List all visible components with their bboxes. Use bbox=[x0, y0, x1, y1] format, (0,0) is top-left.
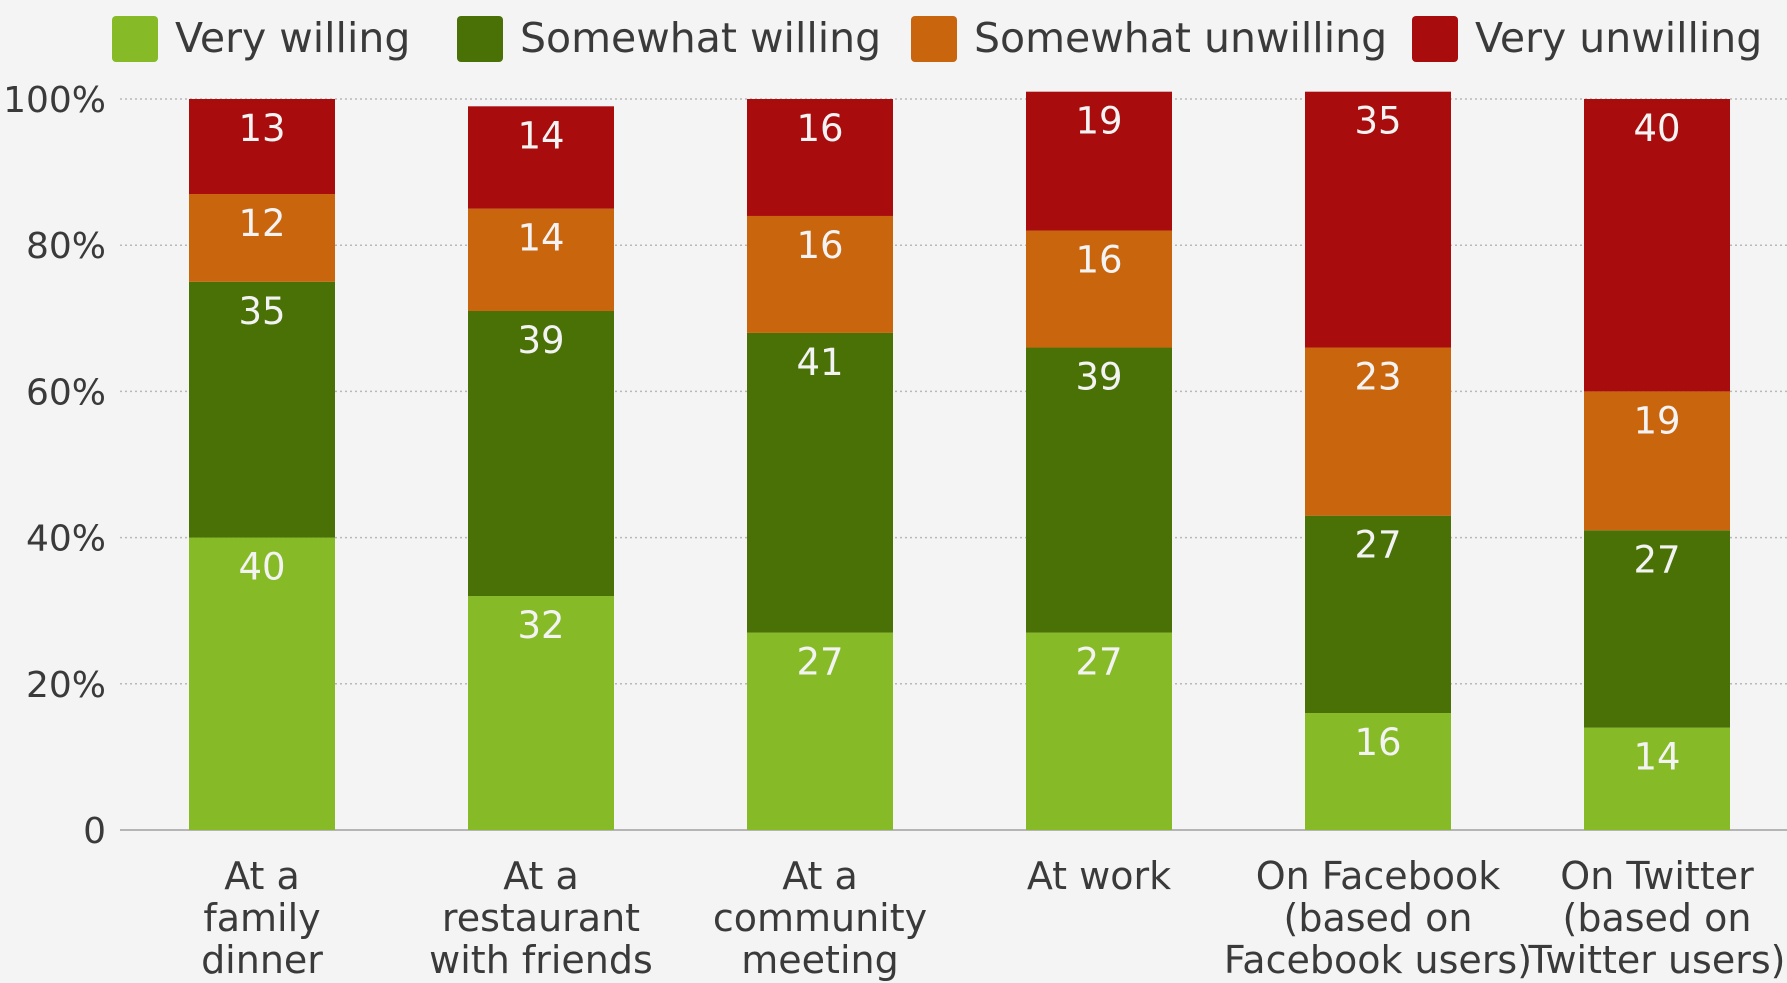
data-label: 35 bbox=[1354, 100, 1401, 143]
x-tick-label: (based on bbox=[1284, 896, 1473, 940]
data-label: 14 bbox=[517, 114, 564, 157]
bar-segment bbox=[1026, 91, 1172, 231]
gridlines bbox=[120, 98, 1787, 831]
x-tick-label: with friends bbox=[429, 938, 653, 982]
data-label: 14 bbox=[517, 217, 564, 260]
x-tick-label: At work bbox=[1027, 854, 1171, 898]
x-tick-label: At a bbox=[503, 854, 579, 898]
bar-segment bbox=[189, 99, 335, 195]
data-label: 40 bbox=[238, 546, 285, 589]
y-tick-label: 100% bbox=[3, 80, 106, 121]
bar-segment bbox=[1026, 230, 1172, 348]
bar-segment bbox=[747, 99, 893, 216]
bar-segment bbox=[1584, 99, 1730, 392]
bar-segment bbox=[1584, 391, 1730, 531]
x-tick-label: Facebook users) bbox=[1224, 938, 1532, 982]
bar-segment bbox=[189, 194, 335, 282]
legend-swatch bbox=[457, 16, 503, 62]
data-label: 12 bbox=[238, 202, 285, 245]
bar-segment bbox=[468, 208, 614, 311]
bar-segment bbox=[747, 332, 893, 633]
legend-swatch bbox=[112, 16, 158, 62]
bar-segment bbox=[1026, 347, 1172, 633]
data-label: 27 bbox=[796, 641, 843, 684]
bar-segment bbox=[468, 596, 614, 830]
data-label: 19 bbox=[1633, 399, 1680, 442]
y-tick-label: 60% bbox=[26, 372, 106, 413]
data-label: 39 bbox=[1075, 356, 1122, 399]
x-tick-label: restaurant bbox=[442, 896, 640, 940]
x-tick-label: Twitter users) bbox=[1528, 938, 1786, 982]
bar-segment bbox=[468, 106, 614, 209]
x-tick-label: family bbox=[203, 896, 320, 940]
y-axis: 0 20% 40% 60% 80% 100% bbox=[3, 80, 106, 852]
legend-label: Very willing bbox=[175, 14, 410, 62]
bar-segment bbox=[747, 632, 893, 830]
bar-segment bbox=[747, 215, 893, 333]
bars bbox=[189, 91, 1730, 830]
bar-segment bbox=[1305, 347, 1451, 516]
y-tick-label: 80% bbox=[26, 226, 106, 267]
legend-swatch bbox=[1412, 16, 1458, 62]
data-label: 35 bbox=[238, 290, 285, 333]
y-tick-label: 0 bbox=[83, 811, 106, 852]
data-labels: 40 35 12 13 32 39 14 14 27 41 16 16 27 39 16 19 16 27 23 35… bbox=[238, 100, 1680, 779]
data-label: 23 bbox=[1354, 356, 1401, 399]
data-label: 14 bbox=[1633, 736, 1680, 779]
data-label: 41 bbox=[796, 341, 843, 384]
data-label: 16 bbox=[1075, 239, 1122, 282]
legend-swatch bbox=[911, 16, 957, 62]
x-tick-label: At a bbox=[224, 854, 300, 898]
data-label: 32 bbox=[517, 604, 564, 647]
x-tick-label: community bbox=[713, 896, 927, 940]
data-label: 27 bbox=[1075, 641, 1122, 684]
data-label: 19 bbox=[1075, 100, 1122, 143]
y-tick-label: 40% bbox=[26, 519, 106, 560]
bar-segment bbox=[1584, 727, 1730, 830]
bar-segment bbox=[468, 310, 614, 597]
legend-label: Somewhat unwilling bbox=[974, 14, 1387, 62]
x-tick-label: dinner bbox=[201, 938, 323, 982]
legend-label: Somewhat willing bbox=[520, 14, 881, 62]
x-tick-label: At a bbox=[782, 854, 858, 898]
data-label: 27 bbox=[1354, 524, 1401, 567]
x-tick-label: meeting bbox=[741, 938, 898, 982]
data-label: 16 bbox=[796, 224, 843, 267]
data-label: 39 bbox=[517, 319, 564, 362]
bar-segment bbox=[1305, 91, 1451, 348]
x-tick-label: (based on bbox=[1563, 896, 1752, 940]
data-label: 40 bbox=[1633, 107, 1680, 150]
bar-segment bbox=[189, 537, 335, 830]
bar-segment bbox=[1305, 713, 1451, 830]
data-label: 16 bbox=[796, 107, 843, 150]
x-tick-label: On Twitter bbox=[1560, 854, 1754, 898]
legend-label: Very unwilling bbox=[1475, 14, 1762, 62]
bar-segment bbox=[189, 281, 335, 538]
y-tick-label: 20% bbox=[26, 665, 106, 706]
data-label: 16 bbox=[1354, 721, 1401, 764]
legend: Very willing Somewhat willing Somewhat unw… bbox=[112, 14, 1762, 62]
data-label: 13 bbox=[238, 107, 285, 150]
x-tick-label: On Facebook bbox=[1256, 854, 1501, 898]
bar-segment bbox=[1305, 515, 1451, 714]
bar-segment bbox=[1026, 632, 1172, 830]
data-label: 27 bbox=[1633, 538, 1680, 581]
bar-segment bbox=[1584, 530, 1730, 728]
